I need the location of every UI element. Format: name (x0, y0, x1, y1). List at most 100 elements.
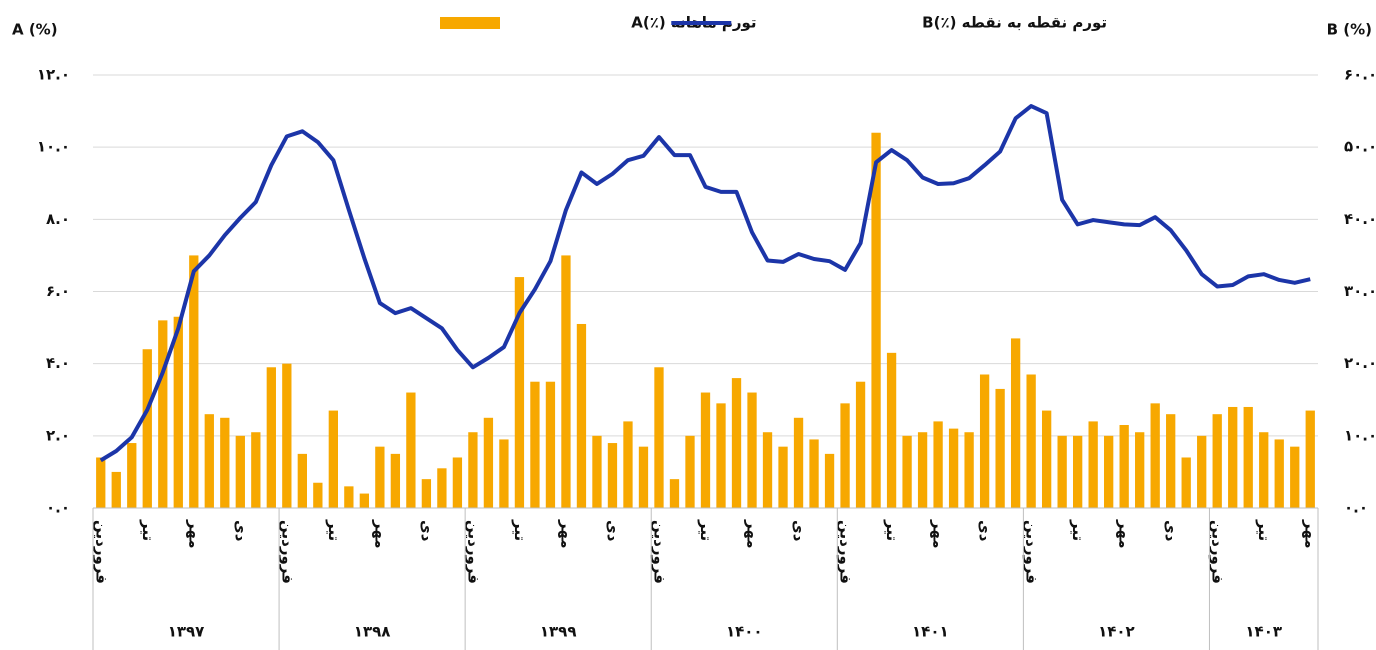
x-tick-label: دی (1162, 520, 1180, 542)
bar (1104, 435, 1114, 508)
bar (1119, 425, 1129, 508)
bar (1228, 406, 1238, 508)
x-tick-label: تیر (139, 519, 157, 541)
legend-swatch (440, 17, 500, 29)
y-tick-label: ۴.۰ (46, 354, 70, 372)
bar (607, 443, 618, 508)
bar (871, 132, 881, 508)
bar (111, 471, 121, 508)
bar (499, 439, 509, 508)
x-tick-label: تیر (697, 519, 715, 541)
year-label: ۱۴۰۰ (726, 623, 763, 641)
bar (390, 453, 401, 508)
x-tick-label: فروردین (464, 520, 482, 584)
bar (669, 479, 680, 508)
year-label: ۱۴۰۱ (912, 623, 949, 641)
bar (530, 381, 540, 508)
bar (979, 374, 990, 508)
bar (359, 493, 370, 508)
bar (917, 432, 928, 508)
x-tick-label: فروردین (278, 520, 296, 584)
x-tick-label: دی (604, 520, 622, 542)
bar (142, 349, 152, 508)
bar (421, 479, 432, 508)
bar (576, 323, 587, 508)
y2-tick-label: ۳۰.۰ (1344, 282, 1376, 300)
bar (654, 367, 664, 508)
x-tick-label: تیر (325, 519, 343, 541)
bar (1088, 421, 1098, 508)
x-tick-label: دی (232, 520, 250, 542)
bar (824, 453, 835, 508)
x-tick-label: دی (790, 520, 808, 542)
x-tick-label: فروردین (92, 520, 110, 584)
bar (623, 421, 633, 508)
bar (204, 414, 214, 508)
bar (437, 468, 447, 508)
bar (886, 352, 897, 508)
bar (235, 435, 245, 508)
bar (1243, 406, 1253, 508)
bar (778, 446, 788, 508)
x-tick-label: فروردین (837, 520, 855, 584)
bar (1041, 410, 1052, 508)
bar (762, 432, 773, 508)
y2-tick-label: ۴۰.۰ (1344, 210, 1376, 228)
bar (483, 417, 494, 508)
bar (189, 255, 199, 508)
bar (220, 417, 230, 508)
bar (1181, 457, 1191, 508)
y2-tick-label: ۶۰.۰ (1344, 66, 1376, 84)
y-tick-label: ۱۲.۰ (37, 66, 70, 84)
y2-tick-label: ۱۰.۰ (1344, 426, 1376, 444)
year-label: ۱۳۹۹ (540, 623, 577, 641)
bar (685, 435, 695, 508)
year-label: ۱۴۰۲ (1098, 623, 1135, 641)
bar (638, 446, 649, 508)
bar (1010, 338, 1021, 508)
bar (266, 367, 276, 508)
y2-axis-title: B (%) (1327, 21, 1372, 39)
bar (127, 443, 137, 508)
x-tick-label: مهر (1116, 519, 1134, 549)
x-tick-label: فروردین (1023, 520, 1041, 584)
bar (545, 381, 556, 508)
bar (855, 381, 866, 508)
bar (251, 432, 261, 508)
bar (933, 421, 943, 508)
bar (452, 457, 463, 508)
bar (1274, 439, 1284, 508)
y-tick-label: ۶.۰ (46, 282, 70, 300)
y2-tick-label: ۰.۰ (1344, 499, 1368, 517)
x-tick-label: تیر (1069, 519, 1087, 541)
x-tick-label: مهر (371, 519, 389, 549)
bar (282, 363, 292, 508)
x-tick-label: فروردین (1209, 520, 1227, 584)
x-tick-label: تیر (511, 519, 529, 541)
bar (840, 403, 850, 508)
bar (158, 320, 168, 508)
bar (948, 428, 959, 508)
bar (747, 392, 757, 508)
bar (1135, 432, 1145, 508)
x-tick-label: مهر (185, 519, 203, 549)
bar (809, 439, 819, 508)
bar (1026, 374, 1036, 508)
year-label: ۱۳۹۷ (168, 623, 205, 641)
bar (1212, 414, 1222, 508)
legend-label: تورم نقطه به نقطه (٪)B (922, 14, 1107, 32)
bar (173, 316, 183, 508)
bar (1166, 414, 1176, 508)
bar (902, 435, 912, 508)
bar (1305, 410, 1315, 508)
x-tick-label: تیر (883, 519, 901, 541)
x-tick-label: مهر (557, 519, 575, 549)
bar (716, 403, 726, 508)
y2-tick-label: ۲۰.۰ (1344, 354, 1376, 372)
line (99, 104, 1311, 463)
bar (514, 277, 525, 508)
bar (995, 388, 1005, 508)
y-tick-label: ۰.۰ (46, 499, 70, 517)
bar (375, 446, 385, 508)
